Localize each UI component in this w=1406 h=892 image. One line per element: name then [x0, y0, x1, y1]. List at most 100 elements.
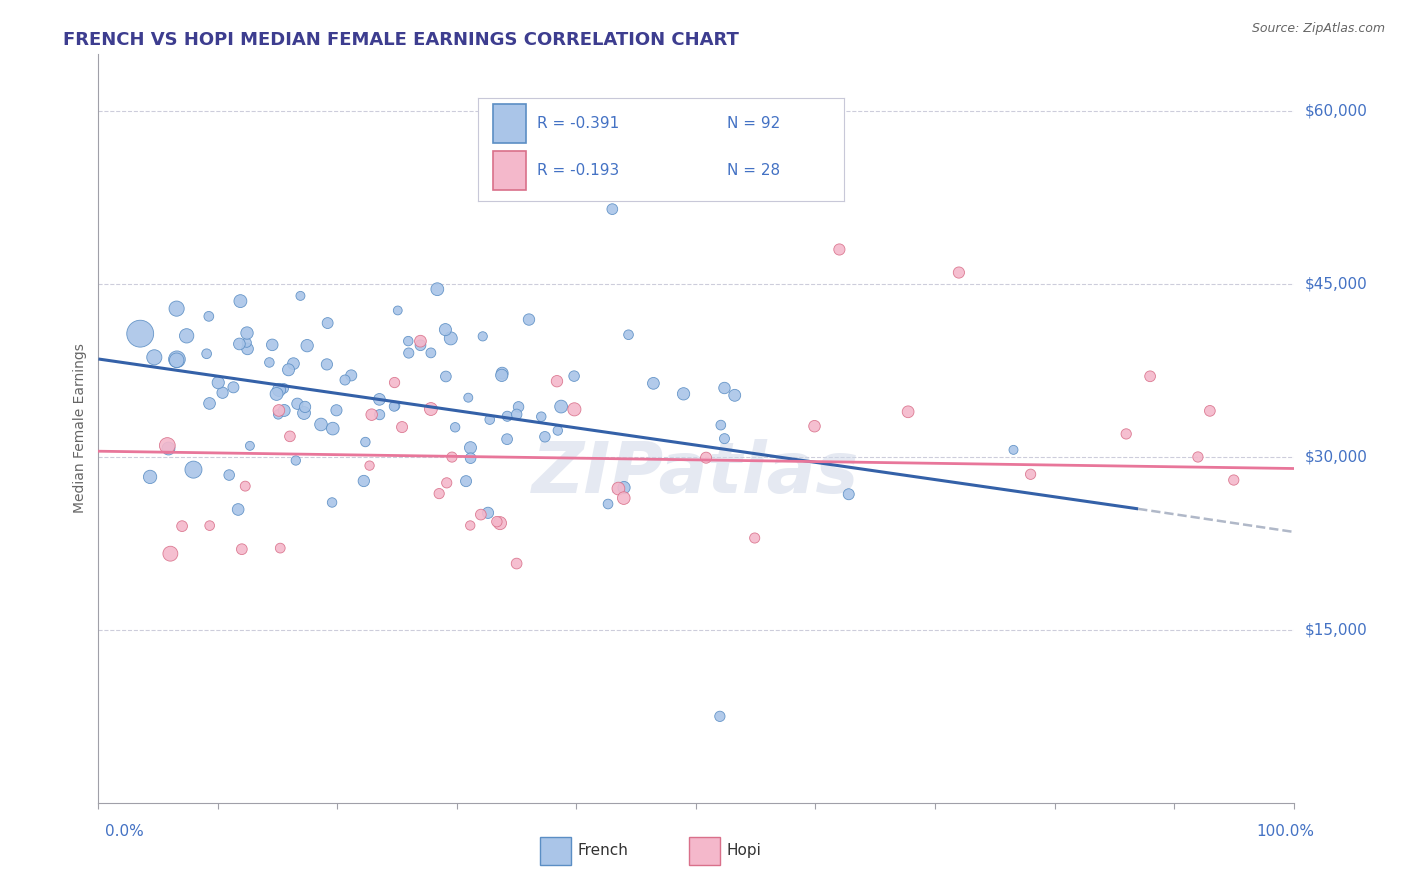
Point [828, 243, 851, 257]
Bar [492, 104, 526, 144]
Point [391, 420, 413, 434]
Point [198, 518, 221, 533]
Point [897, 405, 920, 419]
Point [505, 557, 527, 571]
Point [1019, 467, 1042, 482]
Point [316, 316, 339, 330]
Point [211, 385, 233, 400]
Point [226, 502, 249, 516]
Text: R = -0.193: R = -0.193 [537, 163, 619, 178]
Point [287, 397, 309, 411]
Point [207, 376, 229, 390]
Point [440, 450, 463, 464]
Point [259, 355, 281, 369]
Point [309, 417, 332, 432]
Point [231, 542, 253, 557]
Point [294, 400, 316, 414]
Text: Source: ZipAtlas.com: Source: ZipAtlas.com [1251, 22, 1385, 36]
Point [427, 486, 450, 500]
Point [239, 439, 262, 453]
Text: $60,000: $60,000 [1305, 103, 1368, 119]
Point [643, 376, 665, 391]
Point [156, 438, 179, 452]
Point [295, 339, 318, 353]
Point [530, 409, 553, 424]
Text: R = -0.391: R = -0.391 [537, 116, 619, 131]
Point [517, 312, 540, 326]
Point [322, 421, 344, 435]
Text: French: French [578, 844, 628, 858]
Point [530, 173, 553, 187]
Point [491, 368, 513, 383]
Point [562, 369, 585, 384]
Point [236, 326, 259, 340]
Point [129, 326, 152, 341]
Point [267, 403, 290, 417]
Point [444, 420, 467, 434]
Point [157, 442, 180, 456]
Text: 0.0%: 0.0% [105, 824, 145, 838]
Point [233, 479, 256, 493]
Point [176, 328, 198, 343]
Point [496, 409, 519, 424]
Point [436, 475, 458, 490]
Point [471, 329, 494, 343]
Text: N = 92: N = 92 [727, 116, 780, 131]
Point [477, 506, 499, 520]
Point [273, 403, 295, 417]
Point [547, 424, 569, 438]
Point [496, 432, 519, 446]
Point [166, 352, 188, 367]
Point [222, 380, 245, 394]
Point [470, 508, 492, 522]
Point [546, 374, 568, 388]
Point [419, 402, 441, 417]
Point [491, 366, 513, 380]
Text: Hopi: Hopi [725, 844, 761, 858]
Point [267, 383, 290, 397]
Point [166, 353, 188, 368]
Y-axis label: Median Female Earnings: Median Female Earnings [73, 343, 87, 513]
Point [143, 351, 166, 365]
Text: ZIPatlas: ZIPatlas [533, 439, 859, 508]
Point [218, 468, 240, 483]
Point [353, 474, 375, 488]
Point [235, 335, 257, 350]
Point [166, 301, 188, 316]
Point [228, 337, 250, 351]
Text: $15,000: $15,000 [1305, 623, 1368, 638]
Point [360, 408, 382, 422]
Point [340, 368, 363, 383]
Point [267, 408, 290, 422]
Point [508, 400, 530, 414]
Point [1115, 426, 1137, 441]
Text: N = 28: N = 28 [727, 163, 780, 178]
Point [564, 402, 586, 417]
Point [236, 342, 259, 356]
Bar [492, 152, 526, 190]
Point [419, 346, 441, 360]
Point [172, 519, 194, 533]
Point [1199, 404, 1222, 418]
Text: $30,000: $30,000 [1305, 450, 1368, 465]
Bar [540, 837, 571, 865]
Text: 100.0%: 100.0% [1257, 824, 1315, 838]
Point [159, 547, 181, 561]
Point [290, 289, 312, 303]
Point [489, 516, 512, 530]
Point [434, 369, 457, 384]
Point [396, 334, 419, 348]
Point [478, 412, 501, 426]
Point [534, 430, 557, 444]
Point [325, 403, 347, 417]
Point [724, 388, 747, 402]
Point [613, 481, 636, 495]
Point [672, 387, 695, 401]
Point [229, 294, 252, 309]
Point [284, 453, 307, 467]
Point [368, 392, 391, 407]
Point [183, 462, 205, 476]
Point [460, 441, 482, 455]
Point [596, 497, 619, 511]
Point [359, 458, 381, 473]
